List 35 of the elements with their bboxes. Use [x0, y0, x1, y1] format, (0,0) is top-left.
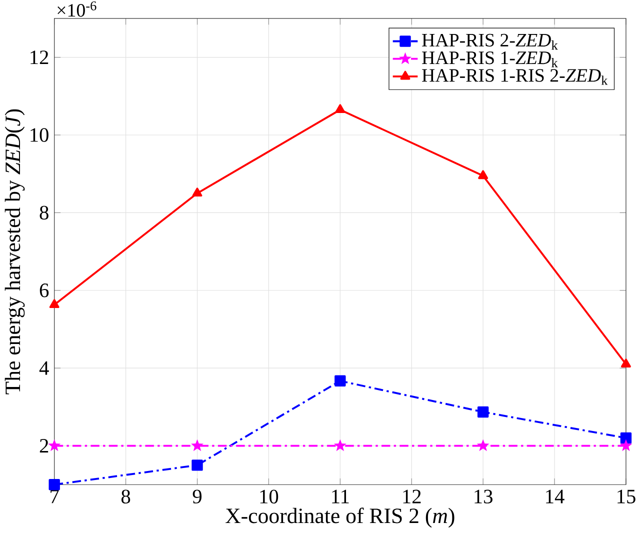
y-tick-label: 10 [30, 128, 48, 142]
legend-label: HAP-RIS 1-RIS 2-ZED$_{k}$ [422, 69, 608, 86]
y-tick-label: 12 [30, 50, 48, 64]
point [334, 439, 346, 452]
x-tick-label: 9 [192, 490, 202, 504]
point [477, 406, 489, 418]
y-tick-label: 2 [40, 439, 48, 453]
point [48, 439, 61, 452]
x-tick-label: 12 [403, 490, 421, 504]
legend-label: HAP-RIS 1-ZED$_{k}$ [422, 52, 558, 68]
x-tick-label: 8 [121, 490, 130, 504]
x-tick-label: 14 [546, 490, 564, 504]
legend-label: HAP-RIS 2-ZED$_{k}$ [422, 34, 558, 50]
y-tick-label: 4 [39, 362, 49, 376]
point [621, 358, 631, 368]
x-tick-label: 15 [618, 490, 636, 504]
point [335, 104, 346, 114]
x-tick-label: 10 [260, 490, 278, 504]
y-tick-label: 6 [40, 284, 49, 298]
y-axis-title: The energy harvested by ZED(J) [4, 110, 25, 395]
point [476, 439, 490, 452]
x-tick-label: 13 [474, 490, 492, 504]
y-tick-label: 8 [40, 206, 48, 220]
point [191, 439, 204, 452]
point [48, 479, 60, 490]
point [49, 299, 60, 308]
point [478, 170, 488, 180]
point [620, 439, 632, 452]
text: ×10$^{-6}$ [58, 2, 96, 17]
point [334, 376, 346, 387]
point [620, 432, 632, 444]
x-tick-label: 11 [332, 490, 349, 504]
x-axis-title: X-coordinate of RIS 2 (m) [226, 508, 454, 528]
point [192, 188, 202, 197]
point [192, 460, 203, 472]
